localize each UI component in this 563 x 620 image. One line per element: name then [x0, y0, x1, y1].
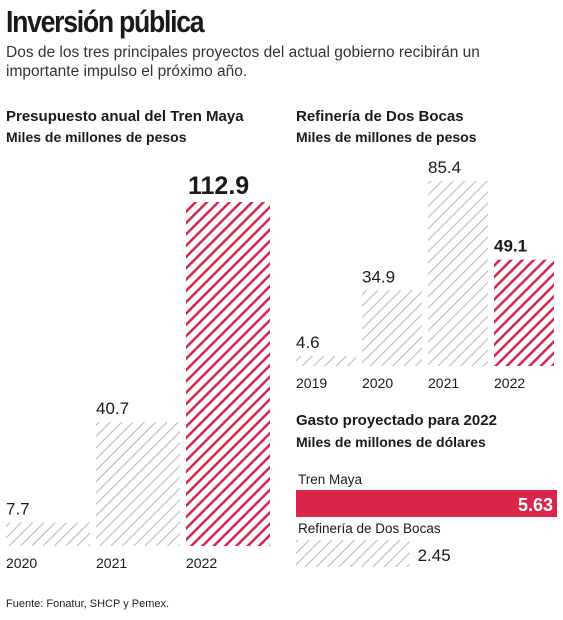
dos-bocas-tick-label: 2022 — [494, 375, 525, 391]
dos-bocas-value-label: 34.9 — [362, 267, 395, 286]
gasto-bar — [296, 490, 557, 517]
page-title: Inversión pública — [6, 4, 205, 39]
dos-bocas-value-label: 85.4 — [428, 158, 461, 177]
page-subtitle: Dos de los tres principales proyectos de… — [6, 44, 480, 80]
tren-maya-bar — [6, 522, 90, 546]
dos-bocas-chart-subtitle: Miles de millones de pesos — [296, 129, 477, 145]
tren-maya-tick-label: 2021 — [96, 555, 127, 571]
tren-maya-value-label: 40.7 — [96, 399, 129, 418]
gasto-category-label: Tren Maya — [298, 472, 363, 487]
tren-maya-bar — [186, 202, 270, 546]
gasto-value-label: 5.63 — [518, 495, 553, 515]
gasto-bar — [296, 540, 410, 567]
dos-bocas-value-label: 49.1 — [494, 237, 527, 256]
tren-maya-bar — [96, 421, 180, 546]
gasto-value-label: 2.45 — [418, 546, 451, 565]
gasto-chart-subtitle: Miles de millones de dólares — [296, 434, 486, 450]
tren-maya-chart-title: Presupuesto anual del Tren Maya — [6, 108, 244, 125]
tren-maya-chart-subtitle: Miles de millones de pesos — [6, 129, 187, 145]
tren-maya-value-label: 112.9 — [188, 172, 249, 200]
tren-maya-tick-label: 2022 — [186, 555, 217, 571]
tren-maya-value-label: 7.7 — [6, 500, 30, 519]
dos-bocas-chart-title: Refinería de Dos Bocas — [296, 108, 464, 125]
dos-bocas-value-label: 4.6 — [296, 333, 320, 352]
source-note: Fuente: Fonatur, SHCP y Pemex. — [6, 598, 170, 610]
dos-bocas-tick-label: 2019 — [296, 375, 327, 391]
dos-bocas-bar — [362, 290, 422, 366]
tren-maya-tick-label: 2020 — [6, 555, 37, 571]
dos-bocas-bar — [428, 181, 488, 366]
dos-bocas-tick-label: 2020 — [362, 375, 393, 391]
dos-bocas-tick-label: 2021 — [428, 375, 459, 391]
gasto-chart-title: Gasto proyectado para 2022 — [296, 412, 497, 429]
dos-bocas-bar — [296, 356, 356, 366]
dos-bocas-bar — [494, 259, 554, 366]
gasto-category-label: Refinería de Dos Bocas — [298, 521, 441, 536]
